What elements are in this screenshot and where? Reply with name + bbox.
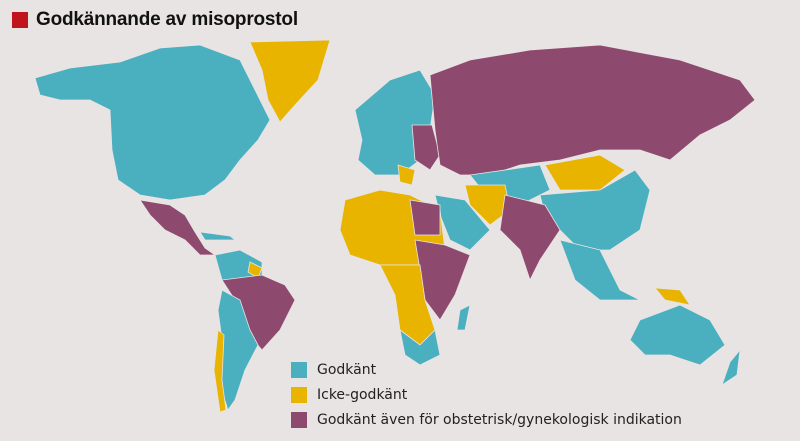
legend-swatch-obstetric [291, 411, 307, 428]
title-text: Godkännande av misoprostol [36, 9, 298, 30]
region-chile [213, 329, 227, 413]
region-balkans [397, 164, 416, 186]
legend-label: Godkänt även för obstetrisk/gynekologisk… [317, 411, 682, 428]
region-greenland [249, 39, 331, 123]
region-caribbean [199, 231, 237, 241]
region-southern-africa [399, 329, 441, 366]
legend-label: Icke-godkänt [317, 386, 408, 403]
region-australia [629, 304, 726, 366]
legend-swatch-not-approved [291, 386, 307, 403]
region-se-asia [559, 239, 641, 301]
region-south-asia [499, 194, 561, 282]
legend-swatch-approved [291, 361, 307, 378]
region-madagascar [456, 304, 471, 331]
region-east-europe [411, 124, 441, 171]
title-marker [12, 12, 28, 28]
legend-item-approved: Godkänt [291, 357, 682, 382]
legend-item-not-approved: Icke-godkänt [291, 382, 682, 407]
legend-label: Godkänt [317, 361, 377, 378]
region-sa-south [217, 289, 259, 411]
region-north-america [34, 44, 271, 201]
region-png [654, 287, 691, 306]
region-iran [464, 184, 511, 226]
region-egypt [409, 199, 441, 236]
legend: Godkänt Icke-godkänt Godkänt även för ob… [291, 357, 682, 432]
region-new-zealand [721, 348, 741, 386]
region-mexico [139, 199, 217, 256]
legend-item-obstetric: Godkänt även för obstetrisk/gynekologisk… [291, 407, 682, 432]
region-mongolia [544, 154, 626, 191]
map-title: Godkännande av misoprostol [12, 9, 298, 31]
region-russia [429, 44, 756, 176]
